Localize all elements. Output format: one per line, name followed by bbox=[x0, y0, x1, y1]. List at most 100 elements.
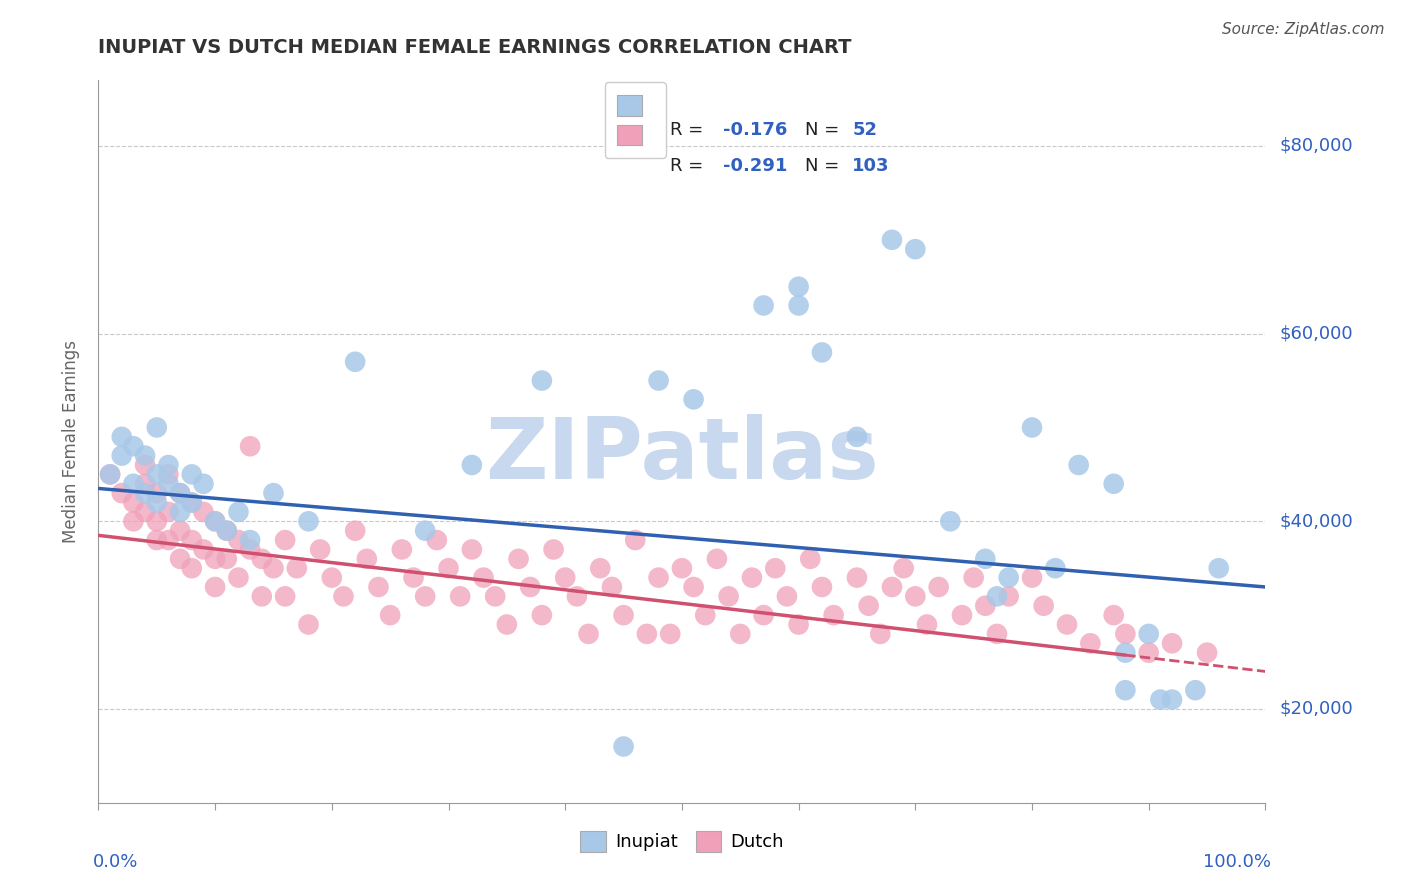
Point bbox=[1137, 646, 1160, 660]
Point bbox=[437, 561, 460, 575]
Y-axis label: Median Female Earnings: Median Female Earnings bbox=[62, 340, 80, 543]
Point bbox=[613, 739, 636, 754]
Point bbox=[706, 551, 728, 566]
Point bbox=[752, 298, 775, 312]
Text: N =: N = bbox=[804, 157, 845, 175]
Text: ZIPatlas: ZIPatlas bbox=[485, 415, 879, 498]
Point bbox=[613, 608, 636, 623]
Point bbox=[215, 524, 238, 538]
Point bbox=[157, 467, 180, 482]
Text: 52: 52 bbox=[852, 121, 877, 139]
Point bbox=[297, 617, 319, 632]
Point bbox=[974, 599, 997, 613]
Point bbox=[659, 627, 682, 641]
Point bbox=[647, 571, 669, 585]
Point bbox=[496, 617, 519, 632]
Point bbox=[413, 524, 436, 538]
Point bbox=[519, 580, 541, 594]
Point bbox=[1080, 636, 1102, 650]
Point bbox=[204, 514, 226, 528]
Point bbox=[730, 627, 752, 641]
Text: R =: R = bbox=[669, 157, 709, 175]
Point bbox=[869, 627, 891, 641]
Point bbox=[904, 590, 927, 604]
Point bbox=[274, 590, 297, 604]
Point bbox=[204, 514, 226, 528]
Text: $20,000: $20,000 bbox=[1279, 700, 1353, 718]
Point bbox=[98, 467, 121, 482]
Point bbox=[811, 345, 834, 359]
Point bbox=[776, 590, 799, 604]
Point bbox=[530, 374, 553, 388]
Point bbox=[671, 561, 693, 575]
Point bbox=[297, 514, 319, 528]
Point bbox=[1021, 420, 1043, 434]
Point bbox=[880, 233, 903, 247]
Point bbox=[589, 561, 612, 575]
Point bbox=[787, 617, 810, 632]
Text: $40,000: $40,000 bbox=[1279, 512, 1353, 531]
Point bbox=[1102, 476, 1125, 491]
Point bbox=[380, 608, 402, 623]
Point bbox=[98, 467, 121, 482]
Point bbox=[484, 590, 506, 604]
Text: $80,000: $80,000 bbox=[1279, 137, 1353, 155]
Point bbox=[239, 542, 262, 557]
Point bbox=[880, 580, 903, 594]
Point bbox=[204, 580, 226, 594]
Point bbox=[169, 486, 191, 500]
Point bbox=[169, 486, 191, 500]
Point bbox=[939, 514, 962, 528]
Point bbox=[344, 524, 367, 538]
Point bbox=[530, 608, 553, 623]
Point bbox=[682, 580, 704, 594]
Text: 103: 103 bbox=[852, 157, 890, 175]
Point bbox=[413, 590, 436, 604]
Point bbox=[461, 458, 484, 472]
Point bbox=[1161, 636, 1184, 650]
Point bbox=[180, 495, 202, 509]
Point bbox=[180, 467, 202, 482]
Point bbox=[122, 476, 145, 491]
Point bbox=[962, 571, 984, 585]
Point bbox=[228, 505, 250, 519]
Point bbox=[787, 279, 810, 293]
Point bbox=[986, 590, 1008, 604]
Point bbox=[997, 590, 1019, 604]
Point bbox=[111, 449, 134, 463]
Point bbox=[157, 533, 180, 547]
Text: Source: ZipAtlas.com: Source: ZipAtlas.com bbox=[1222, 22, 1385, 37]
Point bbox=[1161, 692, 1184, 706]
Point bbox=[858, 599, 880, 613]
Point bbox=[122, 514, 145, 528]
Point bbox=[997, 571, 1019, 585]
Point bbox=[1032, 599, 1054, 613]
Point bbox=[986, 627, 1008, 641]
Point bbox=[146, 486, 169, 500]
Point bbox=[157, 505, 180, 519]
Point bbox=[1056, 617, 1078, 632]
Point bbox=[752, 608, 775, 623]
Point bbox=[763, 561, 786, 575]
Point bbox=[600, 580, 623, 594]
Point bbox=[134, 449, 156, 463]
Point bbox=[799, 551, 821, 566]
Point bbox=[204, 551, 226, 566]
Point bbox=[122, 439, 145, 453]
Point bbox=[508, 551, 530, 566]
Point bbox=[111, 486, 134, 500]
Point bbox=[111, 430, 134, 444]
Text: 100.0%: 100.0% bbox=[1204, 854, 1271, 871]
Point bbox=[578, 627, 600, 641]
Point bbox=[787, 298, 810, 312]
Text: R =: R = bbox=[669, 121, 709, 139]
Point bbox=[717, 590, 740, 604]
Point bbox=[274, 533, 297, 547]
Point bbox=[215, 524, 238, 538]
Point bbox=[193, 542, 215, 557]
Point bbox=[1208, 561, 1230, 575]
Point bbox=[321, 571, 343, 585]
Point bbox=[157, 476, 180, 491]
Point bbox=[426, 533, 449, 547]
Text: $60,000: $60,000 bbox=[1279, 325, 1353, 343]
